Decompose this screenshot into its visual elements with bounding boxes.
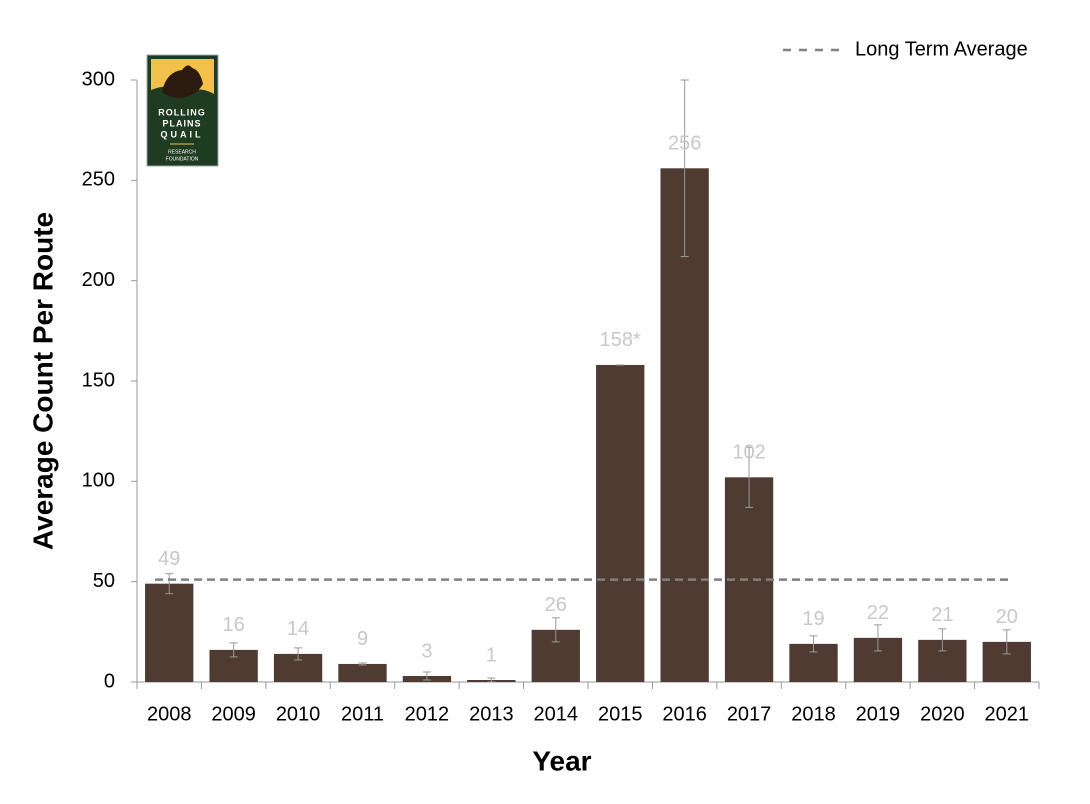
- x-tick-label: 2019: [856, 703, 901, 725]
- x-tick-label: 2008: [147, 703, 192, 725]
- logo-text: QUAIL: [161, 129, 204, 139]
- x-tick-label: 2012: [405, 703, 450, 725]
- y-axis-title: Average Count Per Route: [27, 212, 58, 550]
- x-tick-label: 2010: [276, 703, 321, 725]
- x-tick-label: 2011: [341, 703, 384, 725]
- logo-text: ROLLING: [158, 107, 206, 117]
- value-label: 9: [357, 628, 368, 650]
- y-tick-label: 200: [82, 269, 115, 291]
- x-tick-label: 2021: [985, 703, 1030, 725]
- value-label: 158*: [600, 329, 641, 351]
- y-tick-label: 150: [82, 369, 115, 391]
- x-tick-label: 2014: [534, 703, 579, 725]
- x-axis-title: Year: [532, 745, 591, 776]
- y-tick-label: 300: [82, 68, 115, 90]
- y-tick-label: 250: [82, 169, 115, 191]
- x-tick-label: 2017: [727, 703, 772, 725]
- value-label: 3: [421, 640, 432, 662]
- value-label: 1: [486, 644, 497, 666]
- value-label: 21: [931, 604, 953, 626]
- x-tick-label: 2020: [920, 703, 965, 725]
- value-label: 14: [287, 618, 309, 640]
- y-tick-label: 50: [93, 570, 115, 592]
- bar: [596, 364, 645, 682]
- value-label: 16: [223, 614, 245, 636]
- y-tick-label: 100: [82, 470, 115, 492]
- logo-quail: [162, 65, 203, 98]
- logo: ROLLING PLAINS QUAIL RESEARCH FOUNDATION: [146, 54, 219, 167]
- value-label: 22: [867, 602, 889, 624]
- x-tick-label: 2013: [469, 703, 514, 725]
- bar: [338, 663, 387, 682]
- x-tick-label: 2016: [662, 703, 707, 725]
- legend-label: Long Term Average: [855, 38, 1028, 60]
- value-label: 49: [158, 548, 180, 570]
- logo-text: RESEARCH: [168, 149, 196, 155]
- value-label: 256: [668, 133, 701, 155]
- bar: [145, 583, 194, 682]
- value-label: 26: [545, 594, 567, 616]
- value-label: 20: [996, 606, 1018, 628]
- value-label: 19: [802, 608, 824, 630]
- x-tick-label: 2018: [791, 703, 836, 725]
- x-tick-label: 2015: [598, 703, 643, 725]
- x-tick-label: 2009: [211, 703, 256, 725]
- y-tick-label: 0: [104, 670, 115, 692]
- value-label: 102: [732, 442, 765, 464]
- logo-text: FOUNDATION: [166, 156, 199, 162]
- logo-text: PLAINS: [162, 118, 201, 128]
